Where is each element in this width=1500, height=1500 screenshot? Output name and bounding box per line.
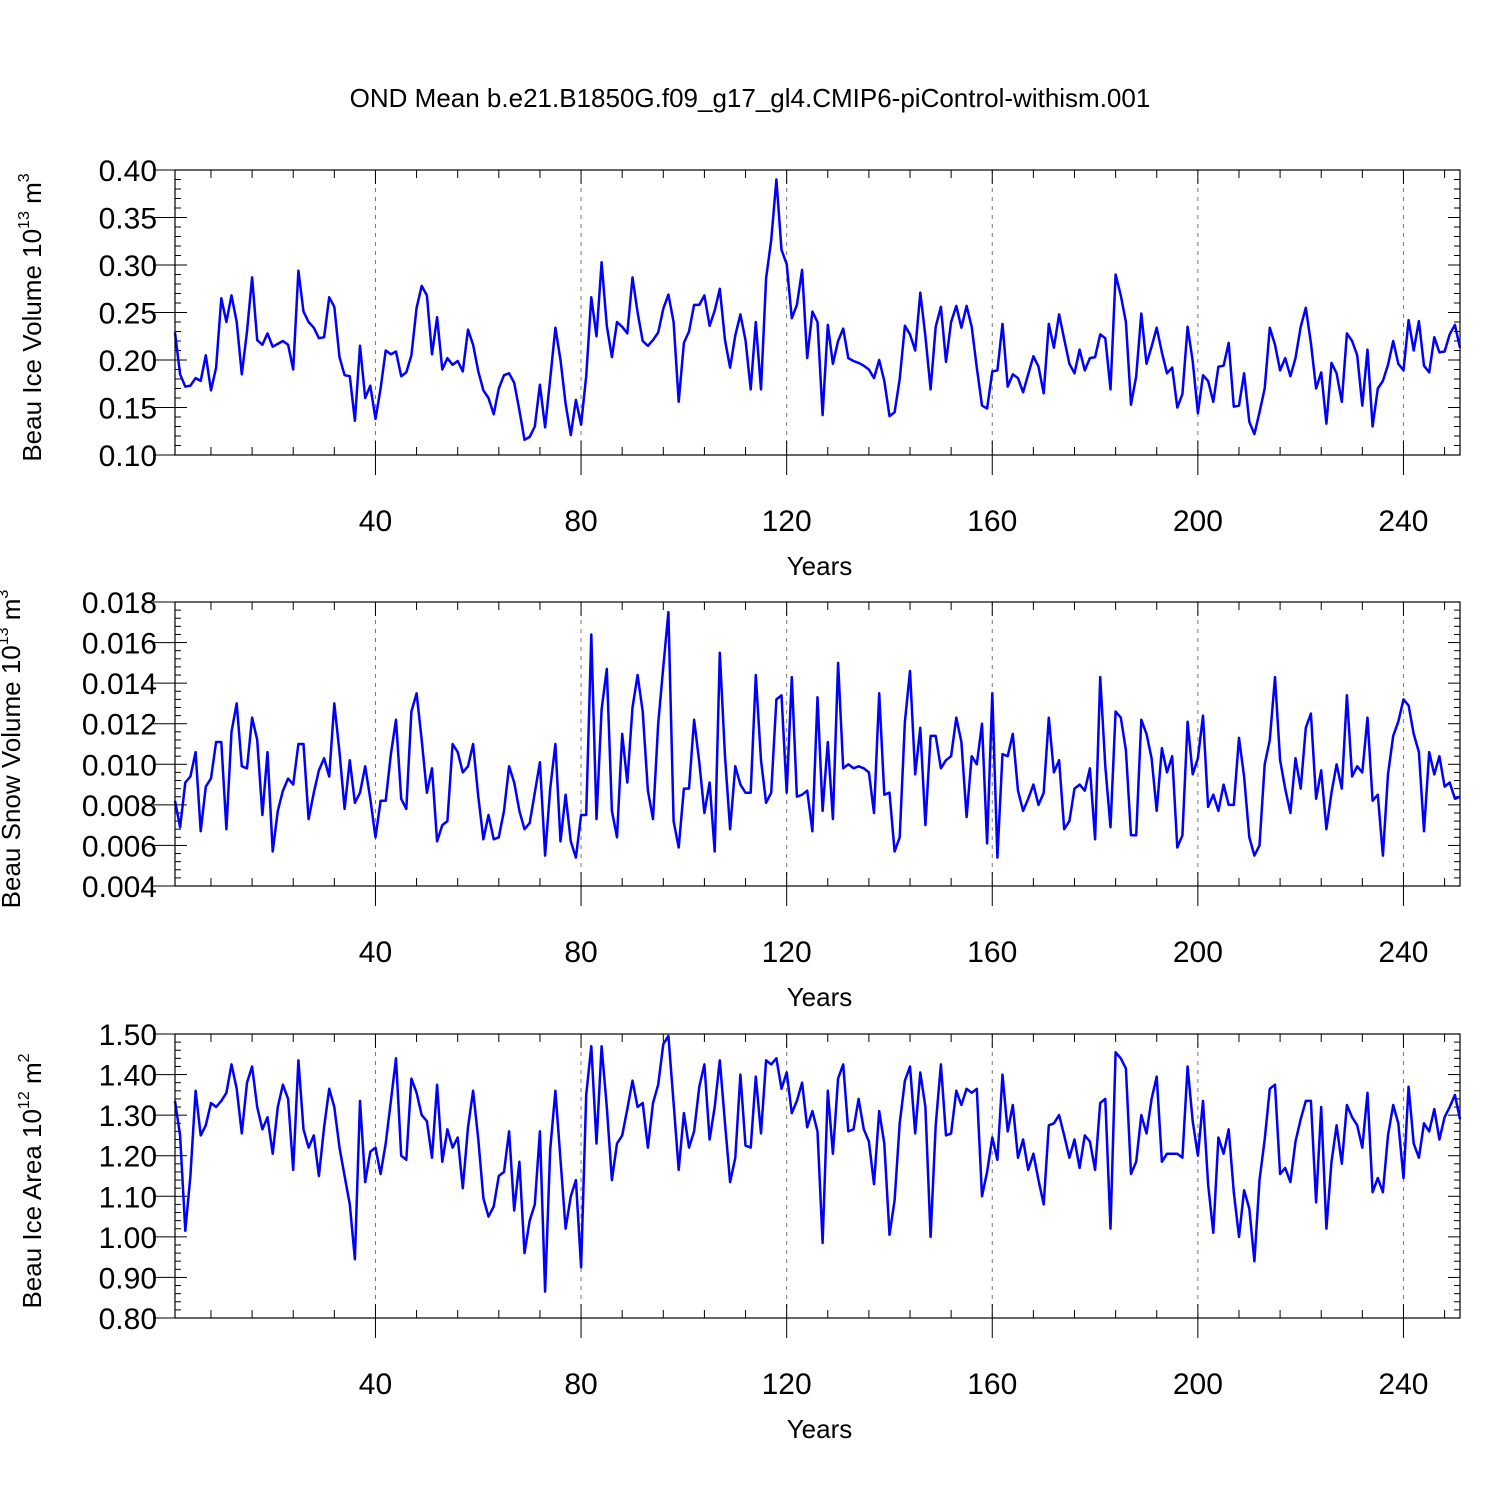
y-axis-title-unit: m (0, 599, 26, 628)
y-axis-title-unit: m (17, 182, 47, 211)
x-tick-label: 80 (564, 936, 597, 969)
y-axis-title-exponent: 13 (16, 211, 33, 229)
x-tick-label: 120 (762, 936, 812, 969)
y-tick-label: 1.10 (99, 1181, 157, 1214)
y-tick-label: 1.00 (99, 1222, 157, 1255)
y-axis-title-exponent: 12 (16, 1091, 33, 1109)
y-axis-title: Beau Snow Volume 1013 m3 (0, 590, 26, 909)
plot-frame (174, 601, 1461, 887)
x-tick-label: 240 (1378, 505, 1428, 538)
y-tick-label: 0.018 (82, 587, 157, 620)
x-axis-title: Years (787, 982, 853, 1012)
y-axis-title-main: Beau Snow Volume 10 (0, 645, 26, 908)
chart-panel-1: 0.10 0.15 0.20 0.25 0.30 0.35 0.40 40 80 120 160 20… (16, 155, 1462, 581)
y-axis-title-unit: m (17, 1062, 47, 1091)
x-tick-label: 160 (967, 505, 1017, 538)
y-tick-label: 1.50 (99, 1019, 157, 1052)
y-tick-label: 0.008 (82, 790, 157, 823)
chart-title: OND Mean b.e21.B1850G.f09_g17_gl4.CMIP6-… (350, 83, 1151, 113)
y-axis-title: Beau Ice Area 1012 m2 (16, 1053, 47, 1308)
y-tick-label: 0.014 (82, 668, 157, 701)
x-tick-label: 40 (359, 505, 392, 538)
x-tick-label: 40 (359, 936, 392, 969)
x-tick-label: 120 (762, 1368, 812, 1401)
y-tick-label: 1.20 (99, 1141, 157, 1174)
plot-frame (174, 169, 1461, 456)
y-tick-label: 0.80 (99, 1303, 157, 1336)
y-axis-title-unit-exponent: 3 (16, 173, 33, 182)
plot-frame (174, 1033, 1461, 1319)
series-line (173, 1034, 1462, 1293)
x-tick-label: 200 (1173, 505, 1223, 538)
x-tick-label: 120 (762, 505, 812, 538)
y-tick-label: 0.30 (99, 250, 157, 283)
y-tick-label: 0.40 (99, 155, 157, 188)
y-tick-label: 0.016 (82, 628, 157, 661)
y-tick-label: 0.20 (99, 345, 157, 378)
y-tick-label: 0.90 (99, 1262, 157, 1295)
x-tick-label: 200 (1173, 1368, 1223, 1401)
y-tick-label: 0.006 (82, 830, 157, 863)
series-line (173, 610, 1461, 859)
y-axis-title: Beau Ice Volume 1013 m3 (16, 173, 47, 461)
x-tick-label: 200 (1173, 936, 1223, 969)
x-tick-label: 240 (1378, 936, 1428, 969)
y-axis-title-unit-exponent: 2 (16, 1053, 33, 1062)
y-tick-label: 0.35 (99, 203, 157, 236)
y-tick-label: 1.40 (99, 1060, 157, 1093)
y-axis-title-main: Beau Ice Area 10 (17, 1109, 47, 1308)
y-tick-label: 0.010 (82, 749, 157, 782)
y-axis-title-unit-exponent: 3 (0, 590, 12, 599)
chart-panel-3: 0.80 0.90 1.00 1.10 1.20 1.30 1.40 1.50 40 80 120 1… (16, 1019, 1462, 1444)
x-tick-label: 160 (967, 1368, 1017, 1401)
y-axis-title-exponent: 13 (0, 627, 12, 645)
x-tick-label: 80 (564, 1368, 597, 1401)
y-tick-label: 1.30 (99, 1100, 157, 1133)
series-line (173, 178, 1462, 442)
x-axis-title: Years (787, 551, 853, 581)
x-tick-label: 40 (359, 1368, 392, 1401)
y-axis-title-main: Beau Ice Volume 10 (17, 229, 47, 462)
y-tick-label: 0.10 (99, 440, 157, 473)
x-tick-label: 160 (967, 936, 1017, 969)
chart-panel-2: 0.004 0.006 0.008 0.010 0.012 0.014 0.016 0.018… (0, 587, 1461, 1012)
y-tick-label: 0.15 (99, 393, 157, 426)
y-tick-label: 0.25 (99, 298, 157, 331)
x-axis-title: Years (787, 1414, 853, 1444)
y-tick-label: 0.004 (82, 871, 157, 904)
x-tick-label: 80 (564, 505, 597, 538)
y-tick-label: 0.012 (82, 709, 157, 742)
x-tick-label: 240 (1378, 1368, 1428, 1401)
